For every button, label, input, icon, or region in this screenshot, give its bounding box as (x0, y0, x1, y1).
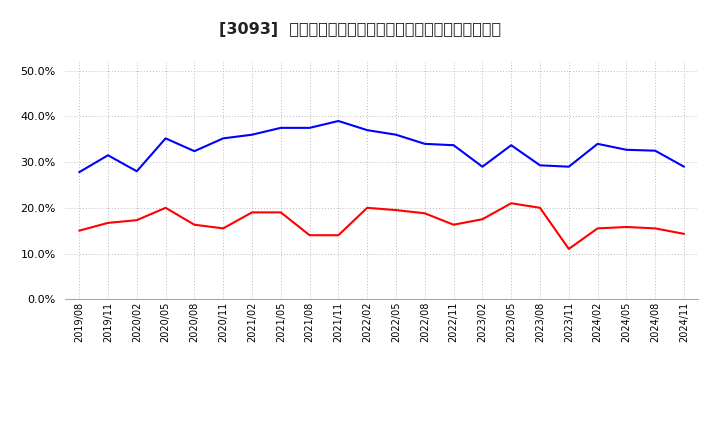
Text: [3093]  現預金、有利子負債の総資産に対する比率の推移: [3093] 現預金、有利子負債の総資産に対する比率の推移 (219, 22, 501, 37)
